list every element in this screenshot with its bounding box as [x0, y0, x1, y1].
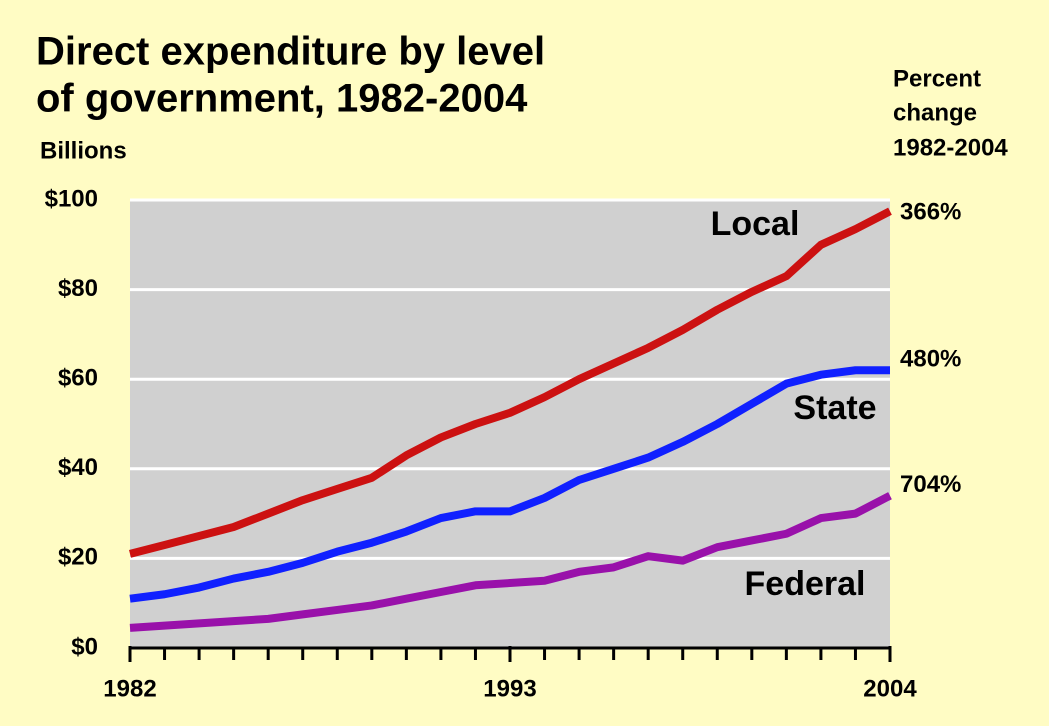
- y-tick-label: $60: [58, 365, 98, 392]
- series-name: State: [793, 389, 876, 427]
- series-line: [129, 366, 890, 603]
- end-label: 704%: [900, 471, 961, 498]
- end-label: 366%: [900, 199, 961, 226]
- y-tick-label: $80: [58, 275, 98, 302]
- y-tick-label: $100: [45, 185, 98, 212]
- chart-title: Direct expenditure by level: [36, 30, 545, 74]
- series-name: Federal: [745, 565, 866, 603]
- series-name: Local: [711, 205, 800, 243]
- x-tick-label: 1982: [103, 675, 156, 702]
- series-line: [128, 207, 892, 558]
- x-tick-label: 2004: [863, 675, 917, 702]
- y-axis-label: Billions: [40, 137, 127, 164]
- y-tick-label: $20: [58, 544, 98, 571]
- y-tick-label: $0: [71, 633, 98, 660]
- chart-title: of government, 1982-2004: [36, 77, 528, 121]
- side-header: 1982-2004: [893, 134, 1008, 161]
- side-header: change: [893, 99, 977, 126]
- series-line: [129, 492, 892, 632]
- x-tick-label: 1993: [483, 675, 536, 702]
- y-tick-label: $40: [58, 454, 98, 481]
- side-header: Percent: [893, 65, 981, 92]
- end-label: 480%: [900, 346, 961, 373]
